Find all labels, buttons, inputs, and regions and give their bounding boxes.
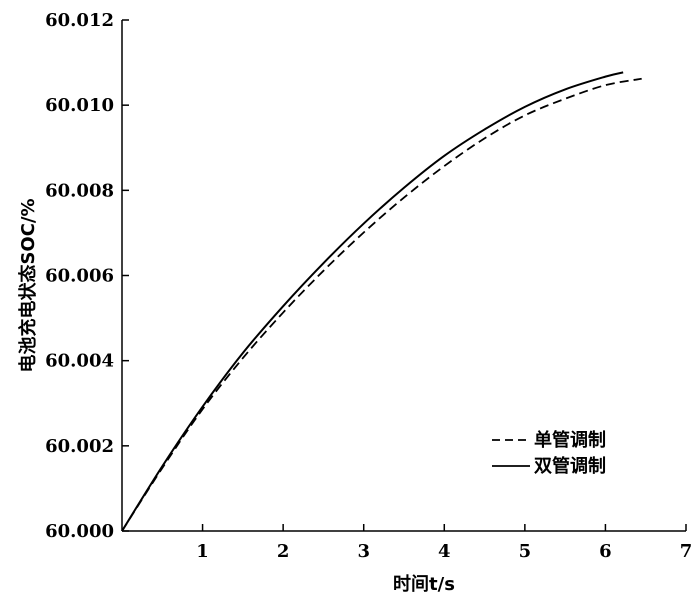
x-tick-label: 6 <box>599 541 612 562</box>
y-axis-label: 电池充电状态SOC/% <box>17 198 39 372</box>
y-tick-label: 60.000 <box>45 521 114 542</box>
x-tick-label: 1 <box>196 541 209 562</box>
series-line-single-tube <box>121 77 642 532</box>
series-group <box>121 71 642 532</box>
y-tick-label: 60.002 <box>45 436 114 457</box>
x-tick-label: 4 <box>438 541 451 562</box>
x-tick-label: 5 <box>519 541 532 562</box>
x-tick-label: 2 <box>277 541 290 562</box>
x-axis-label: 时间t/s <box>393 574 455 595</box>
y-tick-label: 60.006 <box>45 266 114 287</box>
legend-label: 双管调制 <box>534 455 606 477</box>
x-tick-label: 3 <box>357 541 370 562</box>
y-tick-label: 60.008 <box>45 180 114 201</box>
ticks: 1 2 3 4 5 6 7 60.000 60.002 60.004 60.006 60.008 60.… <box>45 10 692 562</box>
x-tick-label: 7 <box>680 541 693 562</box>
y-tick-label: 60.004 <box>45 351 114 372</box>
y-tick-label: 60.012 <box>45 10 114 31</box>
y-tick-label: 60.010 <box>45 95 114 116</box>
series-line-double-tube <box>121 71 624 532</box>
legend-label: 单管调制 <box>534 429 606 451</box>
axes <box>121 20 686 532</box>
